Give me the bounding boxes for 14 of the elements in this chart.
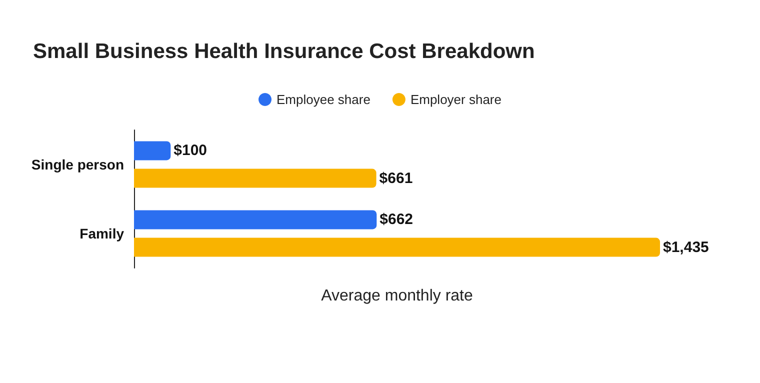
bar [134, 210, 377, 230]
data-label: $662 [380, 211, 414, 228]
legend-label: Employer share [410, 92, 502, 107]
bar [134, 168, 376, 188]
legend-label: Employee share [276, 92, 370, 107]
data-label: $100 [174, 142, 208, 160]
data-label: $1,435 [663, 238, 709, 256]
data-label: $661 [379, 170, 413, 187]
y-tick-label: Single person [31, 156, 124, 172]
x-axis-title: Average monthly rate [321, 288, 473, 304]
chart-title: Small Business Health Insurance Cost Breakdown [33, 40, 535, 63]
y-tick-label: Family [80, 226, 124, 242]
bar [134, 238, 660, 257]
bar [134, 141, 171, 160]
